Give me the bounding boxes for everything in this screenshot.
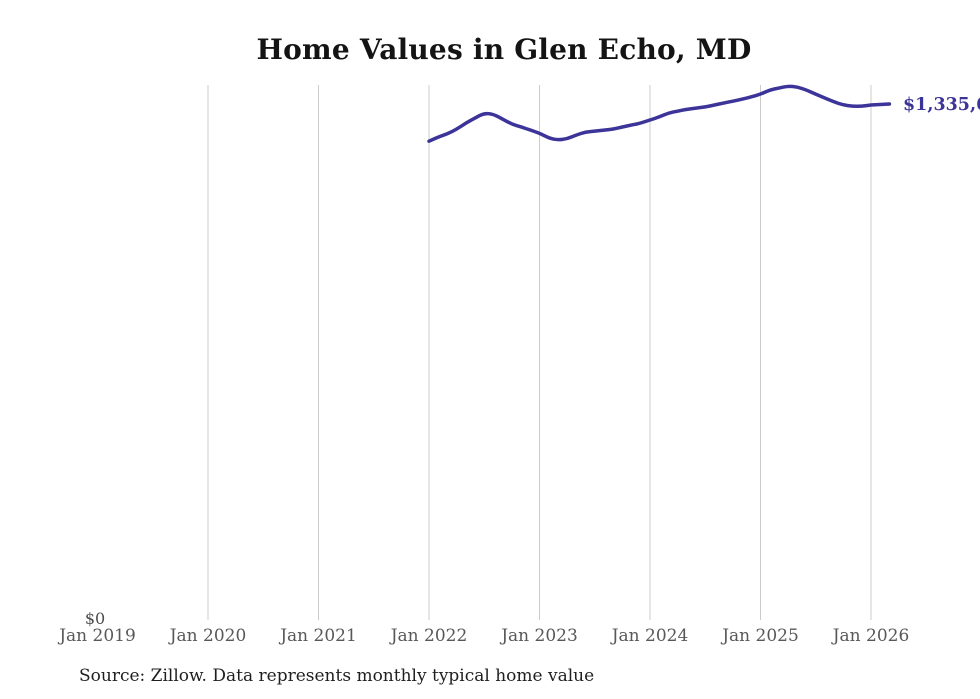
x-tick-label: Jan 2023 xyxy=(501,626,578,646)
latest-value-label: $1,335,6 xyxy=(903,95,980,115)
source-note: Source: Zillow. Data represents monthly … xyxy=(79,666,595,686)
home-value-series-line xyxy=(427,84,892,143)
x-tick-label: Jan 2022 xyxy=(390,626,468,646)
x-tick-label: Jan 2019 xyxy=(59,626,136,646)
x-tick-label: Jan 2026 xyxy=(832,626,910,646)
x-tick-label: Jan 2020 xyxy=(169,626,247,646)
chart-title: Home Values in Glen Echo, MD xyxy=(256,33,752,66)
x-tick-label: Jan 2024 xyxy=(611,626,689,646)
x-tick-label: Jan 2025 xyxy=(722,626,799,646)
x-tick-label: Jan 2021 xyxy=(280,626,357,646)
y-axis-zero-label: $0 xyxy=(84,609,106,628)
